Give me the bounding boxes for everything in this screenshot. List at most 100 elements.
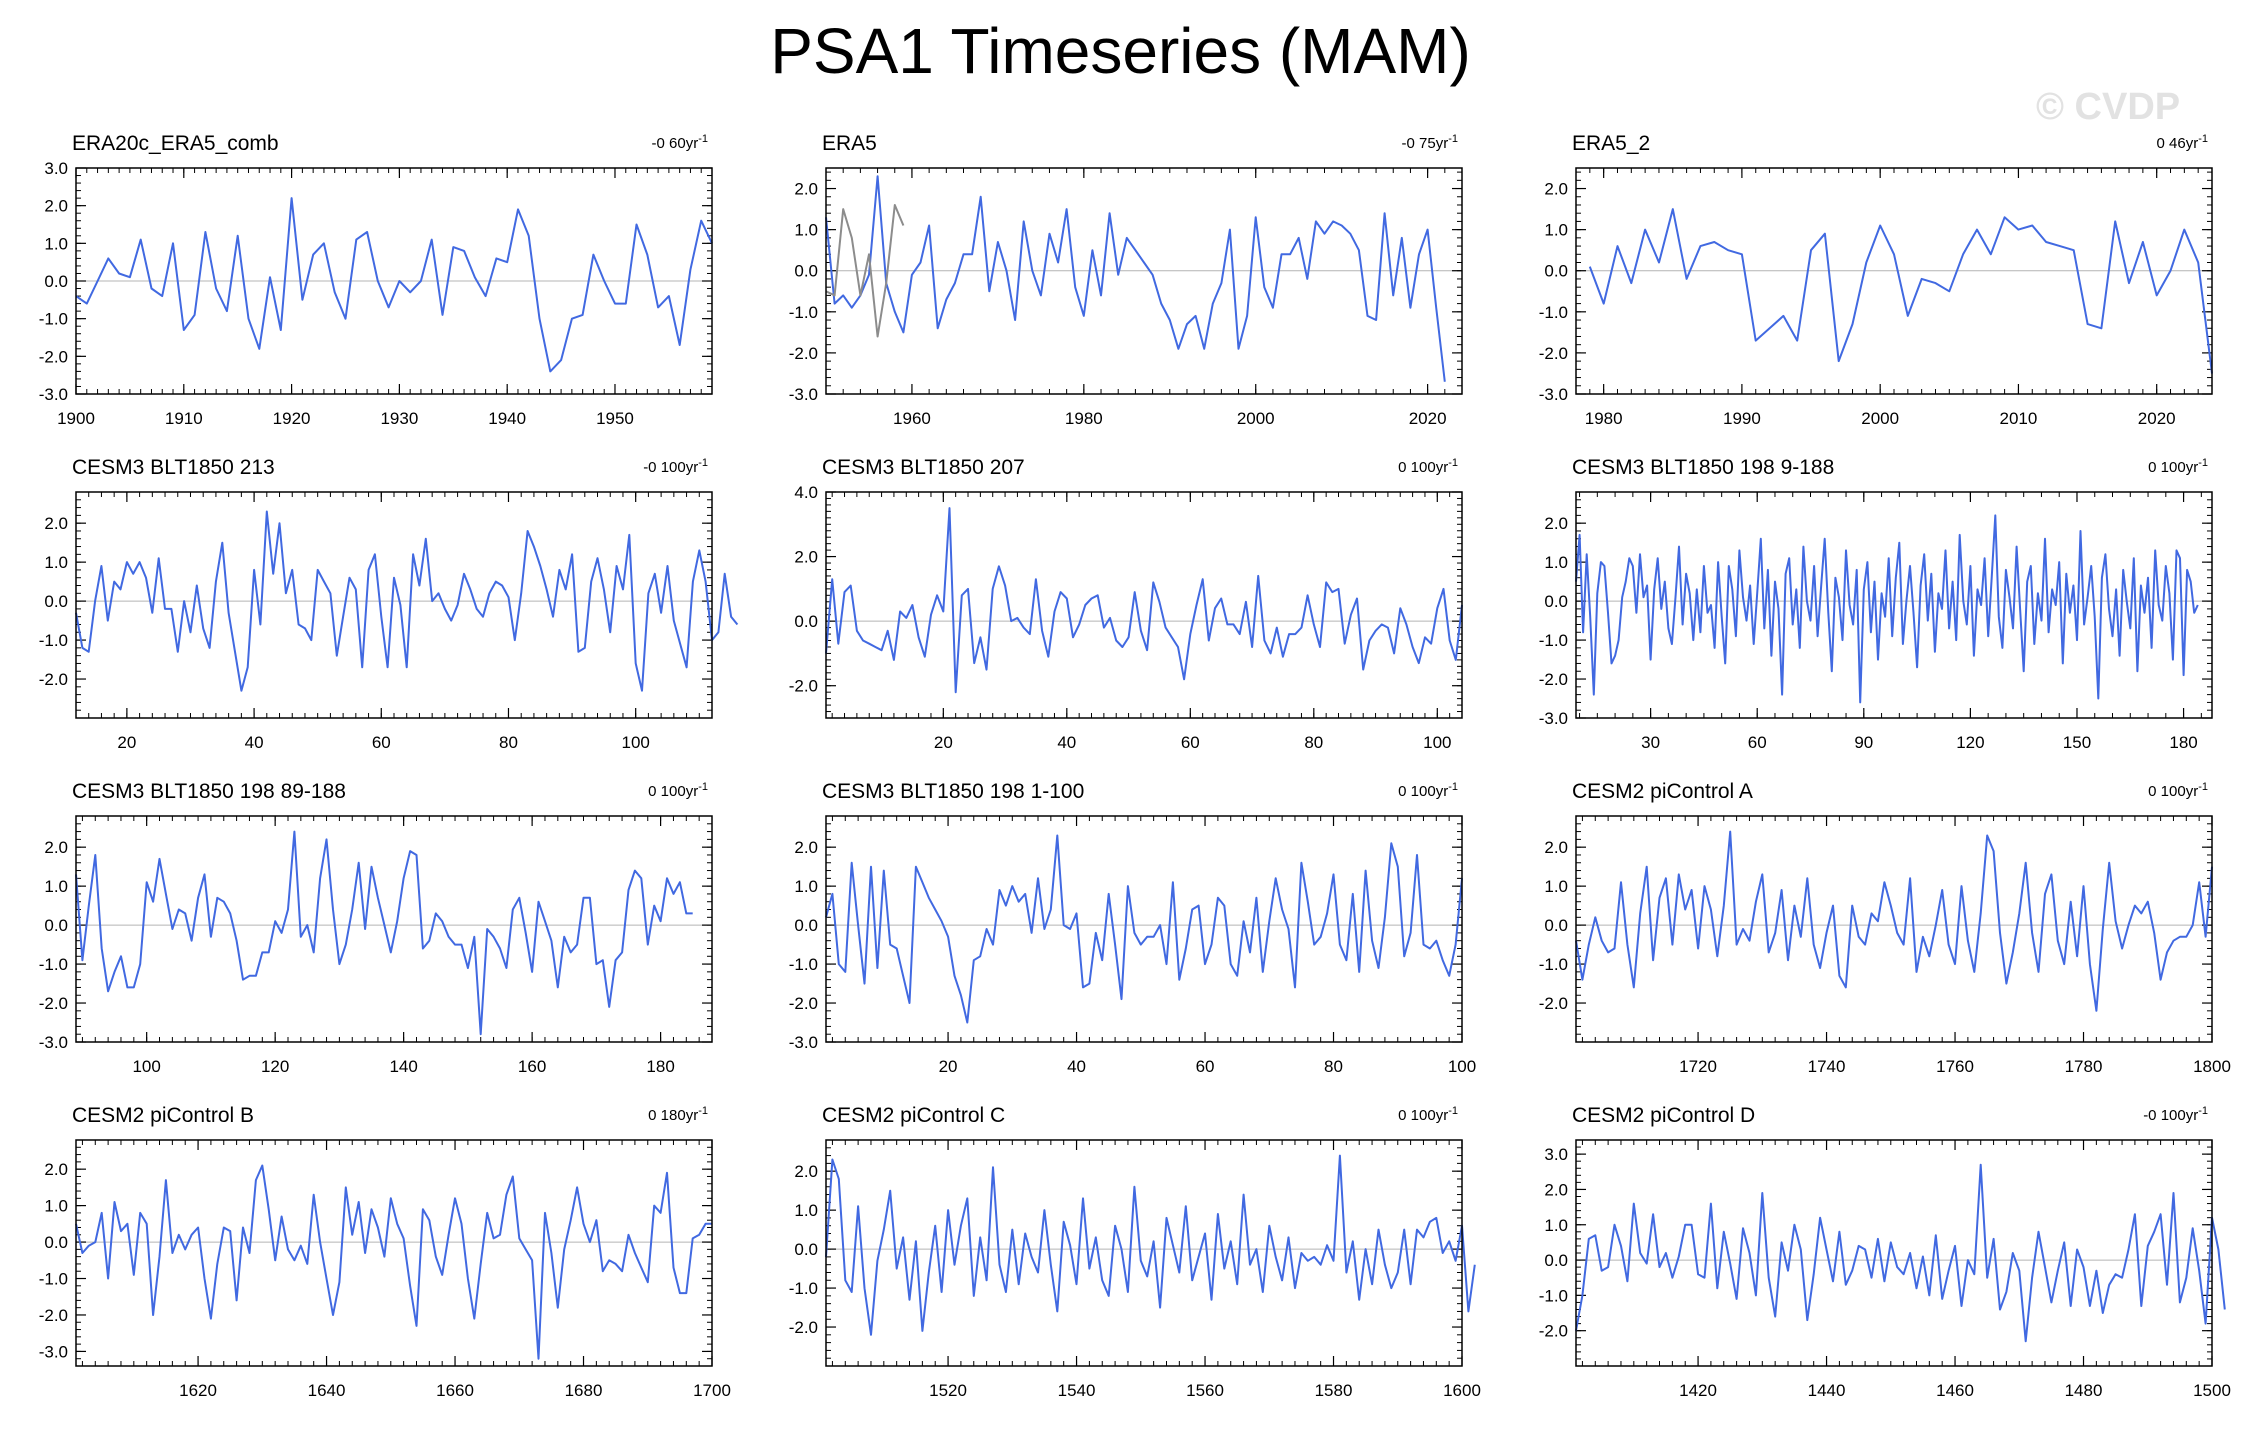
y-tick-label: -2.0 (39, 347, 68, 366)
x-tick-label: 100 (621, 733, 649, 752)
series-line (825, 507, 1463, 694)
y-tick-label: 0.0 (44, 272, 68, 291)
x-tick-label: 1480 (2065, 1381, 2103, 1400)
y-tick-label: 2.0 (1544, 180, 1568, 199)
series-line (75, 1164, 712, 1360)
y-tick-label: -3.0 (39, 1342, 68, 1361)
x-tick-label: 80 (499, 733, 518, 752)
panel-title: CESM3 BLT1850 198 89-188 (72, 780, 346, 803)
x-tick-label: 1520 (929, 1381, 967, 1400)
y-tick-label: -1.0 (1539, 1286, 1568, 1305)
x-tick-label: 180 (2169, 733, 2197, 752)
plot-frame (825, 167, 1463, 395)
x-tick-label: 60 (1196, 1057, 1215, 1076)
x-tick-label: 1930 (380, 409, 418, 428)
chart-title: PSA1 Timeseries (MAM) (770, 15, 1471, 87)
y-tick-label: -2.0 (1539, 994, 1568, 1013)
x-tick-label: 100 (1448, 1057, 1476, 1076)
x-tick-label: 60 (1181, 733, 1200, 752)
x-tick-label: 1760 (1936, 1057, 1974, 1076)
y-tick-label: 3.0 (1544, 1145, 1568, 1164)
panel-5: CESM3 BLT1850 207 0 100yr-1 4.0 2.0 0.0 -2.0 2… (789, 456, 1463, 752)
y-tick-label: -2.0 (1539, 344, 1568, 363)
series-line (825, 175, 1446, 382)
x-tick-label: 1580 (1315, 1381, 1353, 1400)
plot-frame (1575, 167, 2213, 395)
y-tick-label: 1.0 (1544, 1216, 1568, 1235)
panel-6: CESM3 BLT1850 198 9-188 0 100yr-1 2.0 1.0 0.… (1539, 456, 2213, 752)
y-tick-label: 2.0 (44, 514, 68, 533)
x-tick-label: 180 (646, 1057, 674, 1076)
y-tick-label: 1.0 (794, 877, 818, 896)
trend-label: -0 60yr-1 (652, 133, 708, 152)
trend-exponent: -1 (2198, 457, 2208, 469)
series-line (825, 1154, 1476, 1336)
overlay-series-line (825, 204, 905, 338)
y-tick-label: 1.0 (794, 1201, 818, 1220)
x-tick-label: 1910 (165, 409, 203, 428)
x-tick-label: 20 (934, 733, 953, 752)
panel-12: CESM2 piControl D -0 100yr-1 3.0 2.0 1.0 0.0 -… (1539, 1104, 2231, 1400)
y-tick-label: -3.0 (39, 1033, 68, 1052)
x-tick-label: 1680 (565, 1381, 603, 1400)
x-tick-label: 140 (389, 1057, 417, 1076)
series-line (1588, 208, 2213, 374)
panel-title: CESM3 BLT1850 198 1-100 (822, 780, 1084, 803)
panel-title: CESM2 piControl B (72, 1104, 254, 1127)
trend-label: 0 100yr-1 (648, 781, 708, 800)
x-tick-label: 1900 (57, 409, 95, 428)
y-tick-label: 0.0 (1544, 592, 1568, 611)
panel-title: CESM2 piControl A (1572, 780, 1753, 803)
y-tick-label: 0.0 (1544, 262, 1568, 281)
trend-exponent: -1 (1448, 133, 1458, 145)
y-tick-label: -1.0 (1539, 955, 1568, 974)
x-tick-label: 20 (939, 1057, 958, 1076)
y-tick-label: -3.0 (789, 1033, 818, 1052)
y-tick-label: -2.0 (789, 677, 818, 696)
y-tick-label: -3.0 (789, 385, 818, 404)
trend-label: -0 75yr-1 (1402, 133, 1458, 152)
x-tick-label: 1420 (1679, 1381, 1717, 1400)
trend-exponent: -1 (698, 781, 708, 793)
y-tick-label: 2.0 (44, 838, 68, 857)
y-tick-label: 1.0 (1544, 221, 1568, 240)
panel-3: ERA5_2 0 46yr-1 2.0 1.0 0.0 -1.0 -2.0 -3.0 1980 1… (1539, 132, 2213, 428)
series-line (825, 834, 1463, 1024)
x-tick-label: 40 (1057, 733, 1076, 752)
trend-exponent: -1 (2198, 1105, 2208, 1117)
x-tick-label: 1980 (1585, 409, 1623, 428)
y-tick-label: 0.0 (794, 916, 818, 935)
x-tick-label: 1980 (1065, 409, 1103, 428)
y-tick-label: 2.0 (1544, 838, 1568, 857)
y-tick-label: 1.0 (1544, 877, 1568, 896)
x-tick-label: 1960 (893, 409, 931, 428)
y-tick-label: -3.0 (1539, 709, 1568, 728)
plot-frame (825, 1139, 1463, 1367)
y-tick-label: -1.0 (39, 1270, 68, 1289)
plot-frame (825, 815, 1463, 1043)
y-tick-label: 2.0 (1544, 1180, 1568, 1199)
panel-title: CESM2 piControl D (1572, 1104, 1755, 1127)
y-tick-label: -1.0 (1539, 631, 1568, 650)
y-tick-label: 2.0 (44, 1160, 68, 1179)
x-tick-label: 20 (117, 733, 136, 752)
x-tick-label: 1950 (596, 409, 634, 428)
panel-title: ERA5_2 (1572, 132, 1650, 155)
x-tick-label: 1780 (2065, 1057, 2103, 1076)
y-tick-label: -2.0 (789, 344, 818, 363)
y-tick-label: 1.0 (44, 234, 68, 253)
y-tick-label: 3.0 (44, 159, 68, 178)
y-tick-label: 2.0 (794, 1162, 818, 1181)
x-tick-label: 30 (1641, 733, 1660, 752)
y-tick-label: -2.0 (39, 994, 68, 1013)
x-tick-label: 1540 (1058, 1381, 1096, 1400)
x-tick-label: 2020 (2138, 409, 2176, 428)
x-tick-label: 1560 (1186, 1381, 1224, 1400)
series-line (1575, 830, 2213, 1012)
y-tick-label: -1.0 (789, 1279, 818, 1298)
y-tick-label: -3.0 (1539, 385, 1568, 404)
plot-frame (1575, 815, 2213, 1043)
x-tick-label: 2000 (1237, 409, 1275, 428)
y-tick-label: 2.0 (794, 838, 818, 857)
